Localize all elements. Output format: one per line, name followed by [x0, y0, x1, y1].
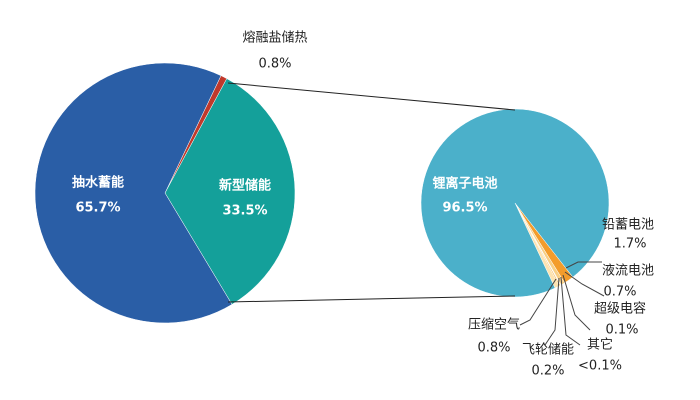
- slice-value: 33.5%: [222, 204, 267, 219]
- slice-value: 0.2%: [531, 364, 564, 379]
- leader-line: [564, 271, 605, 297]
- leader-line: [544, 277, 560, 346]
- leader-line: [519, 278, 557, 326]
- slice-name: 熔融盐储热: [242, 31, 307, 46]
- slice-name: 铅蓄电池: [602, 218, 654, 233]
- pie: [34, 62, 296, 324]
- slice-name: 抽水蓄能: [72, 175, 124, 191]
- connector-line: [227, 295, 516, 303]
- connector-line: [227, 82, 516, 111]
- slice-value: 0.7%: [603, 285, 636, 300]
- labels: 熔融盐储热 0.8% 新型储能 33.5% 抽水蓄能 65.7% 铅蓄电池 1.7% 液流电池 0…: [72, 31, 654, 379]
- leader-line: [560, 276, 581, 346]
- slice-value: 0.8%: [477, 341, 510, 356]
- slice-value: 65.7%: [75, 201, 120, 216]
- slice-value: 0.8%: [258, 57, 291, 72]
- leader-line: [562, 274, 591, 331]
- slice-value: 96.5%: [442, 201, 487, 216]
- slice-name: 超级电容: [594, 301, 646, 317]
- slice-value: <0.1%: [578, 359, 622, 374]
- pie-slice: [164, 78, 296, 305]
- slice-name: 压缩空气: [468, 317, 520, 333]
- slice-value: 1.7%: [613, 237, 646, 252]
- slice-name: 其它: [587, 337, 613, 353]
- slice-name: 锂离子电池: [432, 176, 497, 192]
- pie-slice: [420, 108, 610, 298]
- slice-value: 0.1%: [605, 323, 638, 338]
- slice-name: 飞轮储能: [522, 343, 574, 358]
- pie: [420, 108, 610, 298]
- slice-name: 新型储能: [219, 178, 271, 194]
- leader-lines: [519, 261, 605, 346]
- pie-slice: [34, 62, 233, 324]
- leader-line: [565, 261, 602, 269]
- slice-name: 液流电池: [602, 264, 654, 279]
